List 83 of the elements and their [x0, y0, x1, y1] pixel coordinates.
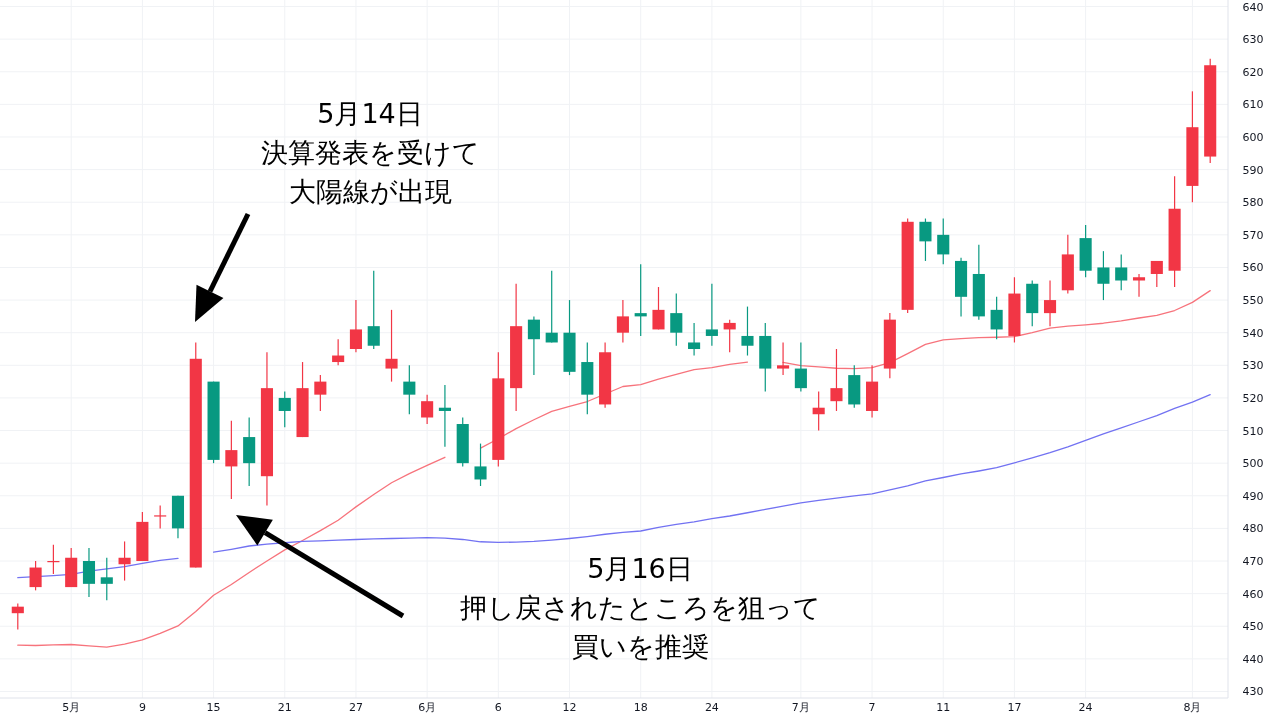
y-tick-label: 430	[1242, 685, 1264, 699]
candlestick	[937, 217, 950, 265]
candlestick	[1043, 279, 1057, 327]
x-tick-label: 5月	[62, 701, 81, 714]
y-tick-label: 510	[1242, 424, 1264, 438]
annotation: 5月14日	[317, 98, 423, 129]
x-tick-label: 7月	[791, 701, 810, 714]
annotation: 決算発表を受けて	[260, 137, 480, 168]
y-tick-label: 570	[1242, 228, 1264, 242]
y-tick-label: 440	[1242, 652, 1264, 666]
y-tick-label: 460	[1242, 587, 1264, 601]
candlestick	[705, 283, 718, 347]
candlestick	[812, 390, 825, 432]
x-tick-label: 7	[868, 701, 876, 714]
candlestick	[82, 547, 96, 598]
y-tick-label: 480	[1242, 522, 1264, 536]
x-tick-label: 8月	[1183, 701, 1202, 714]
candlestick	[1115, 253, 1128, 291]
candlestick	[688, 322, 701, 357]
candlestick	[278, 390, 291, 428]
x-tick-label: 15	[206, 701, 221, 714]
candlestick	[349, 299, 362, 353]
y-tick-label: 630	[1242, 33, 1264, 47]
y-tick-label: 580	[1242, 196, 1264, 210]
x-tick-label: 24	[1078, 701, 1093, 714]
candlestick	[29, 560, 42, 591]
candlestick	[545, 270, 558, 344]
y-tick-label: 590	[1242, 163, 1264, 177]
candlestick	[403, 364, 416, 415]
candlestick	[11, 602, 24, 631]
candlestick	[100, 557, 113, 601]
y-tick-label: 560	[1242, 261, 1264, 275]
candlestick	[154, 504, 167, 529]
x-tick-label: 6	[494, 701, 502, 714]
x-tick-label: 9	[138, 701, 146, 714]
candlestick	[794, 341, 807, 392]
y-tick-label: 640	[1242, 0, 1264, 14]
candlestick	[919, 217, 932, 262]
candlestick	[616, 299, 629, 344]
candlestick	[652, 286, 665, 331]
y-tick-label: 610	[1242, 98, 1264, 112]
x-tick-label: 6月	[418, 701, 437, 714]
x-tick-label: 21	[277, 701, 292, 714]
y-tick-label: 470	[1242, 555, 1264, 569]
candlestick	[1132, 273, 1146, 298]
candlestick	[741, 306, 754, 357]
y-tick-label: 520	[1242, 391, 1264, 405]
annotation: 大陽線が出現	[288, 176, 452, 207]
y-tick-label: 500	[1242, 457, 1264, 471]
candlestick	[438, 384, 451, 448]
y-tick-label: 620	[1242, 65, 1264, 79]
candlestick	[421, 394, 434, 425]
candlestick	[314, 374, 327, 412]
y-tick-label: 550	[1242, 294, 1264, 308]
candlestick	[118, 540, 131, 582]
candlestick	[225, 420, 238, 500]
x-tick-label: 27	[348, 701, 363, 714]
candlestick	[474, 442, 487, 487]
candlestick	[1097, 250, 1110, 301]
y-tick-label: 530	[1242, 359, 1264, 373]
candlestick	[527, 315, 540, 376]
candlestick	[723, 319, 736, 353]
y-tick-label: 600	[1242, 130, 1264, 144]
candlestick	[670, 292, 683, 347]
candlestick	[1150, 260, 1163, 288]
candlestick	[634, 263, 647, 337]
annotation: 買いを推奨	[571, 631, 709, 662]
annotation: 押し戻されたところを狙って	[459, 592, 821, 623]
candlestick	[990, 296, 1003, 340]
candlestick	[830, 348, 843, 412]
annotation: 5月16日	[587, 553, 693, 584]
candlestick	[777, 341, 790, 376]
x-tick-label: 18	[633, 701, 648, 714]
candlestick	[332, 338, 345, 366]
y-tick-label: 490	[1242, 489, 1264, 503]
candlestick	[367, 270, 380, 350]
x-tick-label: 11	[936, 701, 951, 714]
candlestick	[385, 309, 398, 383]
x-tick-label: 24	[704, 701, 719, 714]
y-tick-label: 450	[1242, 620, 1264, 634]
x-tick-label: 12	[562, 701, 577, 714]
x-tick-label: 17	[1007, 701, 1022, 714]
y-tick-label: 540	[1242, 326, 1264, 340]
